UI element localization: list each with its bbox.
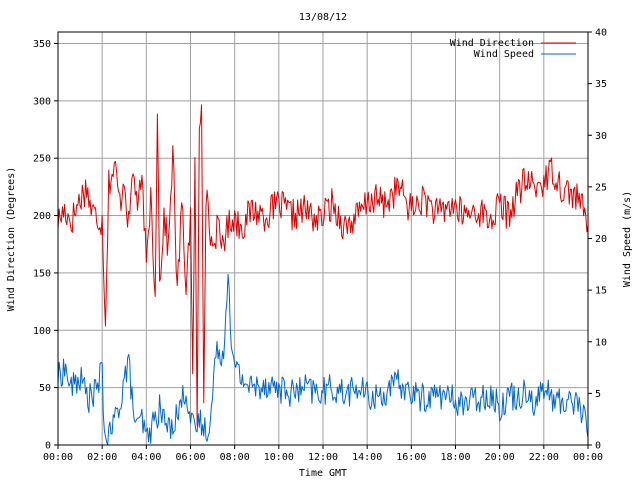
right-axis-label: Wind Speed (m/s): [622, 191, 633, 287]
legend-label-wind-direction: Wind Direction: [450, 38, 534, 49]
left-tick-label: 50: [39, 383, 51, 394]
right-tick-label: 0: [595, 441, 601, 452]
x-tick-label: 20:00: [485, 452, 515, 463]
right-axis-ticks: 0 5 10 15 20 25 30 35 40: [588, 28, 607, 452]
left-tick-label: 150: [33, 268, 51, 279]
right-tick-label: 35: [595, 79, 607, 90]
left-tick-label: 0: [45, 441, 51, 452]
x-tick-label: 16:00: [396, 452, 426, 463]
chart-title: 13/08/12: [299, 12, 347, 23]
right-tick-label: 15: [595, 286, 607, 297]
left-tick-label: 350: [33, 39, 51, 50]
plot-frame: [57, 31, 589, 446]
right-tick-label: 20: [595, 234, 607, 245]
left-tick-label: 250: [33, 154, 51, 165]
right-tick-label: 25: [595, 182, 607, 193]
left-axis-label: Wind Direction (Degrees): [6, 167, 17, 312]
left-axis-ticks: 0 50 100 150 200 250 300 350: [33, 39, 58, 452]
x-tick-label: 12:00: [308, 452, 338, 463]
right-tick-label: 30: [595, 131, 607, 142]
legend: Wind Direction Wind Speed: [450, 38, 576, 60]
left-tick-label: 200: [33, 211, 51, 222]
x-tick-label: 08:00: [220, 452, 250, 463]
left-tick-label: 300: [33, 96, 51, 107]
x-tick-label: 18:00: [440, 452, 470, 463]
x-axis-label: Time GMT: [299, 468, 347, 479]
left-tick-label: 100: [33, 326, 51, 337]
x-tick-label: 04:00: [131, 452, 161, 463]
x-tick-label: 10:00: [264, 452, 294, 463]
series-lines: [57, 104, 589, 446]
right-tick-label: 40: [595, 28, 607, 39]
legend-label-wind-speed: Wind Speed: [474, 49, 534, 60]
right-tick-label: 5: [595, 389, 601, 400]
series-line-wind-direction: [57, 104, 589, 426]
grid-lines: [58, 32, 588, 445]
x-tick-label: 14:00: [352, 452, 382, 463]
x-tick-label: 00:00: [573, 452, 603, 463]
x-tick-label: 00:00: [43, 452, 73, 463]
right-tick-label: 10: [595, 337, 607, 348]
x-axis-ticks: 00:00 02:00 04:00 06:00 08:00 10:00 12:00 14:00…: [43, 445, 603, 463]
x-tick-label: 22:00: [529, 452, 559, 463]
series-line-wind-speed: [57, 273, 589, 446]
x-tick-label: 02:00: [87, 452, 117, 463]
x-tick-label: 06:00: [175, 452, 205, 463]
